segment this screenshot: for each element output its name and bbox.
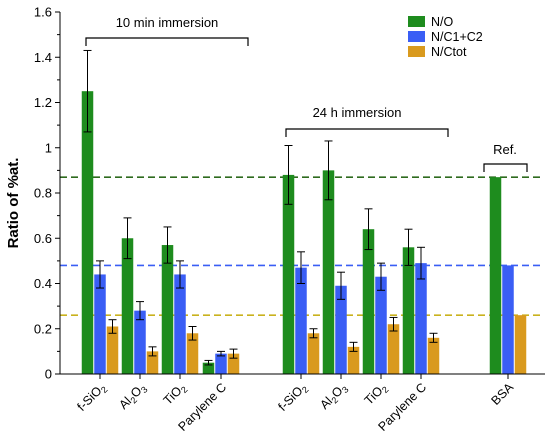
bar [106, 326, 119, 374]
bar [362, 229, 375, 374]
x-tick-label: TiO2 [362, 380, 391, 409]
bars [81, 91, 527, 374]
x-tick-label: TiO2 [161, 380, 190, 409]
bar [94, 274, 106, 374]
bar [322, 170, 335, 374]
bar [489, 177, 502, 374]
bar [502, 265, 514, 374]
legend-swatch [408, 16, 425, 27]
y-tick-label: 0.8 [34, 186, 52, 201]
bar [282, 174, 295, 374]
bar [202, 362, 215, 374]
legend-label: N/O [431, 15, 454, 29]
bar [514, 315, 527, 374]
bar [307, 333, 320, 374]
group-label: Ref. [493, 142, 517, 157]
group-label: 24 h immersion [313, 105, 402, 120]
x-tick-label: f-SiO2 [276, 380, 311, 415]
legend-label: N/C1+C2 [431, 30, 483, 44]
y-tick-label: 1.4 [34, 50, 52, 65]
group-bracket [285, 128, 449, 137]
y-tick-label: 1.6 [34, 5, 52, 20]
bar [402, 247, 415, 374]
bar [347, 346, 360, 374]
bar [387, 324, 400, 374]
y-axis-title: Ratio of %at. [5, 158, 22, 249]
error-bars [83, 49, 438, 366]
bar [121, 238, 134, 374]
group-bracket [483, 163, 528, 172]
bar [161, 245, 174, 374]
x-tick-label: Al2O3 [317, 380, 350, 413]
bar [375, 276, 387, 374]
x-tick-label: f-SiO2 [75, 380, 110, 415]
group-brackets: 10 min immersion 24 h immersion Ref. [85, 15, 528, 172]
bar [427, 337, 440, 374]
bar [174, 274, 186, 374]
y-tick-label: 0 [45, 367, 52, 382]
x-tick-label: BSA [489, 380, 517, 408]
bar [81, 91, 94, 374]
bar [215, 353, 227, 374]
legend: N/ON/C1+C2N/Ctot [408, 15, 483, 59]
bar [227, 353, 240, 374]
bar [134, 310, 146, 374]
x-tick-label: Al2O3 [116, 380, 149, 413]
legend-label: N/Ctot [431, 45, 467, 59]
group-bracket [85, 37, 249, 46]
group-label: 10 min immersion [116, 15, 219, 30]
y-tick-label: 1.2 [34, 95, 52, 110]
bar [186, 333, 199, 374]
legend-swatch [408, 46, 425, 57]
bar [295, 267, 307, 374]
legend-swatch [408, 31, 425, 42]
y-tick-label: 0.2 [34, 321, 52, 336]
y-tick-label: 0.6 [34, 231, 52, 246]
bar [146, 351, 159, 374]
y-axis: 0 0.2 0.4 0.6 0.8 1 1.2 1.4 1.6 [34, 5, 61, 382]
bar [335, 285, 347, 374]
y-tick-label: 0.4 [34, 276, 52, 291]
y-tick-label: 1 [45, 140, 52, 155]
bar [415, 263, 427, 374]
